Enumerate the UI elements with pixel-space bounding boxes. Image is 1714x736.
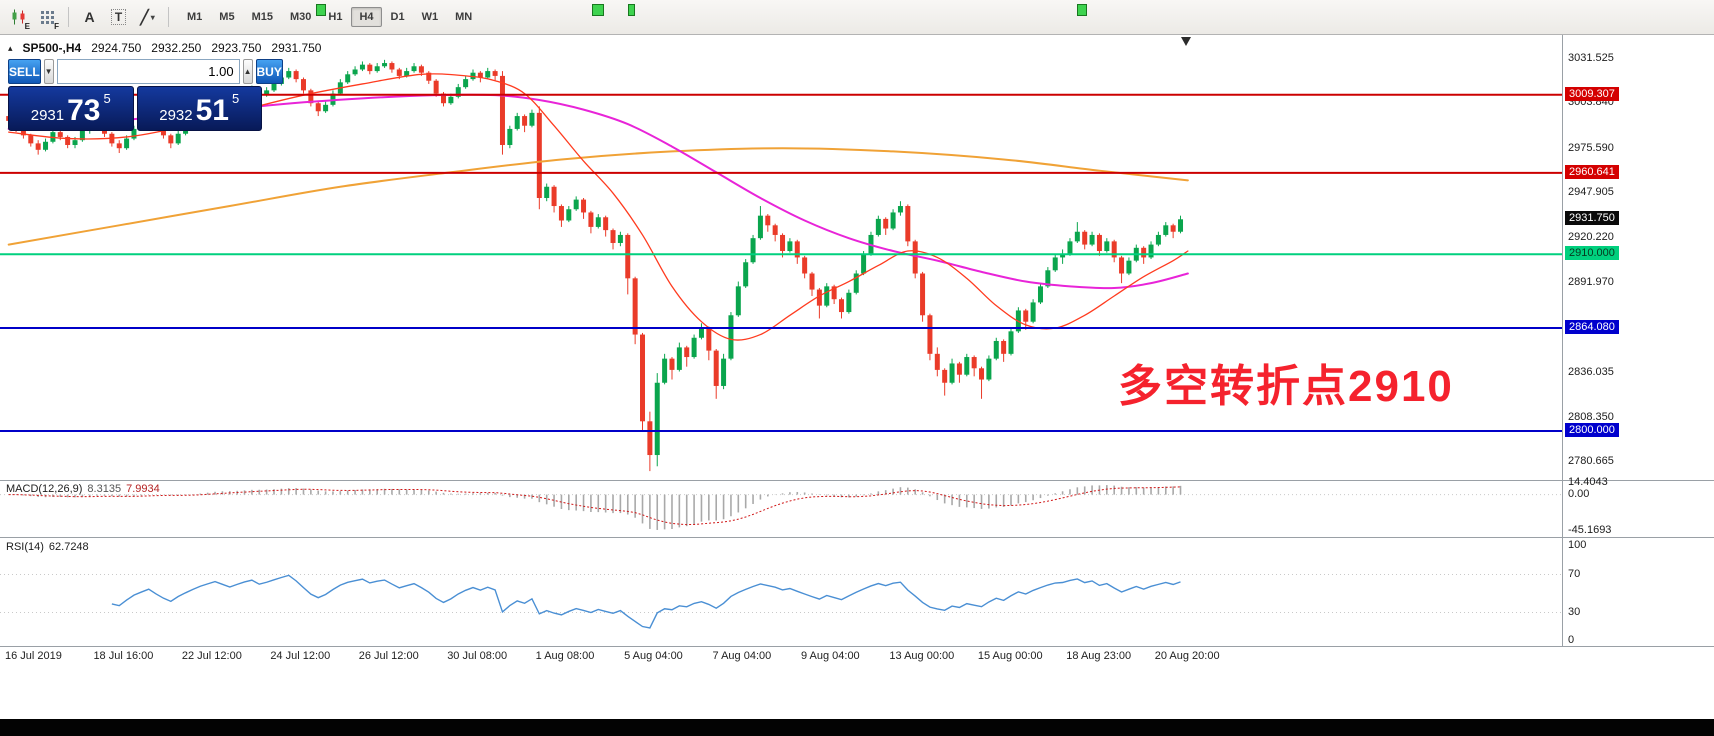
buy-button[interactable]: BUY [255, 59, 283, 84]
rsi-indicator-label: RSI(14) 62.7248 [6, 541, 89, 553]
timeframe-m5[interactable]: M5 [219, 11, 235, 23]
macd-axis-label: 0.00 [1568, 487, 1590, 500]
status-marker [592, 4, 604, 16]
macd-axis-label: 14.4043 [1568, 476, 1608, 488]
grid-glyph [41, 10, 54, 24]
macd-name: MACD(12,26,9) [6, 483, 83, 495]
time-axis-label: 13 Aug 00:00 [889, 650, 955, 662]
time-axis-label: 15 Aug 00:00 [977, 650, 1043, 662]
timeframe-mn[interactable]: MN [455, 11, 473, 23]
chart-annotation-text: 多空转折点2910 [1118, 362, 1454, 411]
time-axis-label: 22 Jul 12:00 [181, 650, 242, 662]
price-axis-tag-blue: 2864.080 [1565, 319, 1619, 334]
symbol-collapse-icon[interactable]: ▴ [8, 42, 13, 53]
icon-sub-label: F [54, 21, 59, 31]
status-marker [1077, 4, 1087, 16]
ask-price-pips: 51 [195, 94, 229, 128]
time-axis-label: 16 Jul 2019 [5, 650, 62, 662]
text-label-icon[interactable]: T [105, 5, 132, 30]
chevron-down-icon: ▾ [150, 12, 155, 22]
time-axis-label: 20 Aug 20:00 [1154, 650, 1220, 662]
timeframe-m1[interactable]: M1 [187, 11, 203, 23]
ask-price-point: 5 [232, 91, 240, 106]
timeframe-d1[interactable]: D1 [390, 11, 405, 23]
rsi-name: RSI(14) [6, 541, 44, 553]
timeframe-w1[interactable]: W1 [421, 11, 439, 23]
price-axis-label: 2891.970 [1568, 276, 1614, 289]
price-axis-label: 2975.590 [1568, 141, 1614, 154]
macd-signal-value: 7.9934 [126, 483, 160, 495]
drawing-tools-icon[interactable]: ╱ ▾ [140, 8, 155, 25]
ohlc-close: 2931.750 [271, 41, 322, 55]
candles-glyph [12, 9, 24, 25]
grid-quotes-icon[interactable]: F [34, 5, 61, 31]
ask-price-integer: 2932 [159, 107, 193, 125]
volume-increase-button[interactable]: ▲ [242, 59, 253, 84]
bid-price-integer: 2931 [30, 107, 65, 125]
bid-price-pips: 73 [67, 94, 101, 128]
toolbar-separator [68, 7, 69, 27]
chart-candles-icon[interactable]: E [5, 5, 32, 31]
volume-decrease-button[interactable]: ▼ [43, 59, 54, 84]
ohlc-low: 2923.750 [211, 41, 262, 55]
price-axis-label: 2836.035 [1568, 366, 1614, 379]
timeframe-toolbar: M1 M5 M15 M30 H1 H4 D1 W1 MN [179, 7, 480, 27]
timeframe-h1[interactable]: H1 [328, 11, 343, 23]
one-click-trading-panel: SELL ▼ ▲ BUY 2931 73 5 2932 51 5 [8, 59, 283, 131]
ohlc-open: 2924.750 [91, 41, 142, 55]
time-axis-label: 24 Jul 12:00 [270, 650, 331, 662]
price-axis-tag-red: 3009.307 [1565, 86, 1619, 101]
time-axis-label: 9 Aug 04:00 [800, 650, 860, 662]
time-axis-label: 18 Aug 23:00 [1066, 650, 1132, 662]
time-axis-label: 1 Aug 08:00 [535, 650, 595, 662]
macd-indicator-label: MACD(12,26,9) 8.3135 7.9934 [6, 483, 160, 495]
chart-shift-marker-icon[interactable] [1181, 37, 1191, 46]
toolbar: E F A T ╱ ▾ M1 M5 M15 M30 H1 H4 D1 W1 MN [0, 0, 1714, 35]
time-axis-label: 26 Jul 12:00 [358, 650, 419, 662]
price-axis-tag-red: 2960.641 [1565, 164, 1619, 179]
price-axis-tag-black: 2931.750 [1565, 211, 1619, 226]
bid-price-point: 5 [103, 91, 111, 106]
rsi-axis-label: 0 [1568, 634, 1575, 646]
bottom-black-bar [0, 719, 1714, 736]
rsi-value: 62.7248 [48, 541, 89, 553]
price-axis-label: 2780.665 [1568, 455, 1614, 467]
volume-input[interactable] [56, 59, 240, 84]
macd-main-value: 8.3135 [87, 483, 122, 495]
time-axis-label: 5 Aug 04:00 [624, 650, 683, 662]
price-axis-label: 2808.350 [1568, 410, 1614, 423]
icon-sub-label: E [24, 21, 30, 31]
status-marker [316, 4, 326, 16]
text-annotation-icon[interactable]: A [84, 9, 95, 25]
timeframe-m15[interactable]: M15 [251, 11, 273, 23]
rsi-axis-label: 70 [1568, 567, 1581, 580]
chart-symbol-header: ▴ SP500-,H4 2924.750 2932.250 2923.750 2… [8, 41, 321, 55]
time-axis-label: 18 Jul 16:00 [93, 650, 154, 662]
time-axis-label: 7 Aug 04:00 [712, 650, 772, 662]
time-axis-label: 30 Jul 08:00 [447, 650, 508, 662]
symbol-name: SP500-,H4 [22, 41, 82, 55]
sell-button[interactable]: SELL [8, 59, 41, 84]
ohlc-high: 2932.250 [151, 41, 202, 55]
timeframe-m30[interactable]: M30 [289, 11, 312, 23]
timeframe-h4[interactable]: H4 [351, 7, 382, 27]
ask-price-box[interactable]: 2932 51 5 [136, 86, 262, 131]
price-axis-tag-blue: 2800.000 [1565, 422, 1619, 437]
rsi-axis-label: 100 [1568, 539, 1587, 551]
bid-price-box[interactable]: 2931 73 5 [8, 86, 134, 131]
price-axis-label: 2920.220 [1568, 230, 1614, 243]
price-axis-label: 2947.905 [1568, 186, 1614, 199]
rsi-axis-label: 30 [1568, 605, 1581, 618]
macd-axis-label: -45.1693 [1568, 524, 1612, 536]
price-axis-tag-green: 2910.000 [1565, 246, 1619, 261]
status-marker [628, 4, 635, 16]
price-axis-label: 3031.525 [1568, 52, 1614, 64]
toolbar-separator [168, 7, 169, 27]
